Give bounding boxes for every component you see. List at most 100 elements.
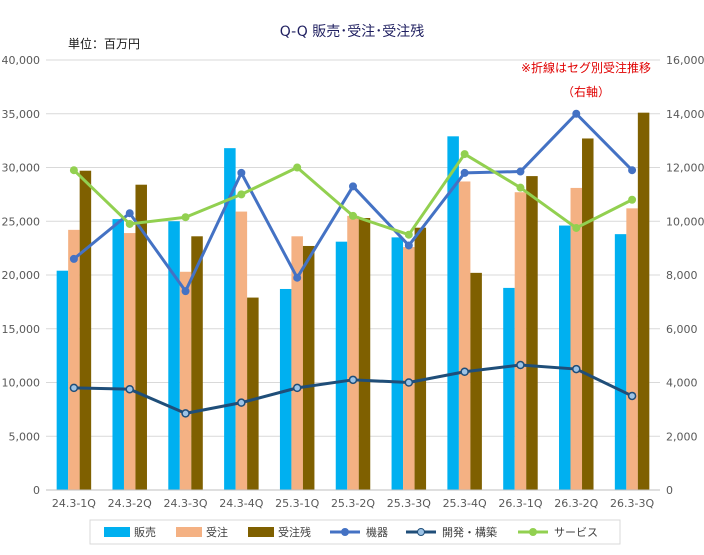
legend-label: 開発・構築	[442, 525, 497, 539]
point-service	[182, 214, 189, 221]
point-equipment	[126, 210, 133, 217]
legend-marker	[418, 529, 425, 536]
point-service	[294, 164, 301, 171]
point-service	[70, 167, 77, 174]
x-tick-label: 24.3-4Q	[219, 497, 263, 510]
point-development	[126, 386, 133, 393]
x-tick-label: 24.3-2Q	[108, 497, 152, 510]
y-right-tick-label: 14,000	[666, 108, 704, 121]
y-left-tick-label: 15,000	[2, 323, 41, 336]
point-equipment	[573, 110, 580, 117]
y-left-tick-label: 35,000	[2, 108, 41, 121]
point-service	[405, 231, 412, 238]
legend-label: サービス	[554, 526, 598, 539]
point-service	[461, 151, 468, 158]
y-left-tick-label: 0	[33, 484, 40, 497]
legend-label: 販売	[134, 526, 156, 539]
x-tick-label: 25.3-4Q	[443, 497, 487, 510]
bar-orders	[68, 230, 80, 490]
bar-backlog	[582, 138, 594, 490]
y-right-tick-label: 4,000	[666, 377, 698, 390]
bar-orders	[180, 272, 192, 490]
point-development	[629, 392, 636, 399]
y-left-tick-label: 25,000	[2, 215, 41, 228]
legend-label: 受注残	[278, 525, 311, 539]
bar-orders	[347, 216, 359, 490]
note-line-1: ※折線はセグ別受注推移	[521, 60, 651, 75]
x-tick-label: 25.3-2Q	[331, 497, 375, 510]
bar-backlog	[526, 176, 538, 490]
x-tick-label: 25.3-3Q	[387, 497, 431, 510]
bar-orders	[515, 192, 527, 490]
bar-backlog	[359, 218, 371, 490]
point-development	[461, 368, 468, 375]
point-equipment	[517, 168, 524, 175]
legend-marker	[342, 529, 349, 536]
point-development	[182, 410, 189, 417]
y-left-tick-label: 40,000	[2, 54, 41, 67]
bar-backlog	[247, 298, 259, 490]
bar-sales	[503, 288, 515, 490]
point-service	[126, 220, 133, 227]
point-service	[350, 212, 357, 219]
bar-backlog	[303, 246, 315, 490]
bar-sales	[392, 237, 404, 490]
y-left-tick-label: 30,000	[2, 162, 41, 175]
legend-label: 機器	[366, 525, 388, 539]
bar-backlog	[415, 228, 427, 490]
point-development	[294, 384, 301, 391]
point-development	[350, 376, 357, 383]
point-service	[517, 184, 524, 191]
y-right-tick-label: 6,000	[666, 323, 698, 336]
point-equipment	[238, 169, 245, 176]
legend-swatch	[104, 527, 130, 537]
legend-swatch	[248, 527, 274, 537]
bar-backlog	[80, 171, 92, 490]
point-equipment	[405, 242, 412, 249]
chart-title: Q-Q 販売･受注･受注残	[280, 24, 424, 40]
x-tick-label: 24.3-1Q	[52, 497, 96, 510]
point-development	[405, 379, 412, 386]
bar-sales	[336, 242, 348, 490]
y-right-tick-label: 10,000	[666, 215, 704, 228]
y-left-tick-label: 20,000	[2, 269, 41, 282]
bar-orders	[626, 208, 638, 490]
y-right-tick-label: 0	[666, 484, 673, 497]
y-right-tick-label: 8,000	[666, 269, 698, 282]
x-tick-label: 26.3-2Q	[554, 497, 598, 510]
bar-orders	[459, 181, 471, 490]
y-left-tick-label: 5,000	[9, 430, 41, 443]
x-tick-label: 24.3-3Q	[163, 497, 207, 510]
x-tick-label: 26.3-1Q	[498, 497, 542, 510]
point-equipment	[629, 167, 636, 174]
point-equipment	[182, 288, 189, 295]
bar-sales	[112, 219, 124, 490]
bar-orders	[236, 212, 248, 490]
point-development	[573, 366, 580, 373]
point-equipment	[461, 169, 468, 176]
note-line-2: （右軸）	[562, 84, 610, 99]
point-development	[70, 384, 77, 391]
bar-sales	[57, 271, 68, 490]
bar-backlog	[470, 273, 482, 490]
point-service	[573, 224, 580, 231]
y-right-tick-label: 16,000	[666, 54, 704, 67]
bar-sales	[559, 226, 571, 490]
bar-sales	[615, 234, 627, 490]
point-development	[517, 362, 524, 369]
point-equipment	[294, 274, 301, 281]
point-service	[629, 196, 636, 203]
point-service	[238, 191, 245, 198]
y-left-tick-label: 10,000	[2, 377, 41, 390]
point-development	[238, 399, 245, 406]
bar-orders	[571, 188, 583, 490]
bar-orders	[124, 233, 135, 490]
bar-sales	[168, 221, 180, 490]
legend-swatch	[176, 527, 202, 537]
x-tick-label: 26.3-3Q	[610, 497, 654, 510]
point-equipment	[70, 255, 77, 262]
x-tick-label: 25.3-1Q	[275, 497, 319, 510]
bar-backlog	[638, 113, 650, 490]
